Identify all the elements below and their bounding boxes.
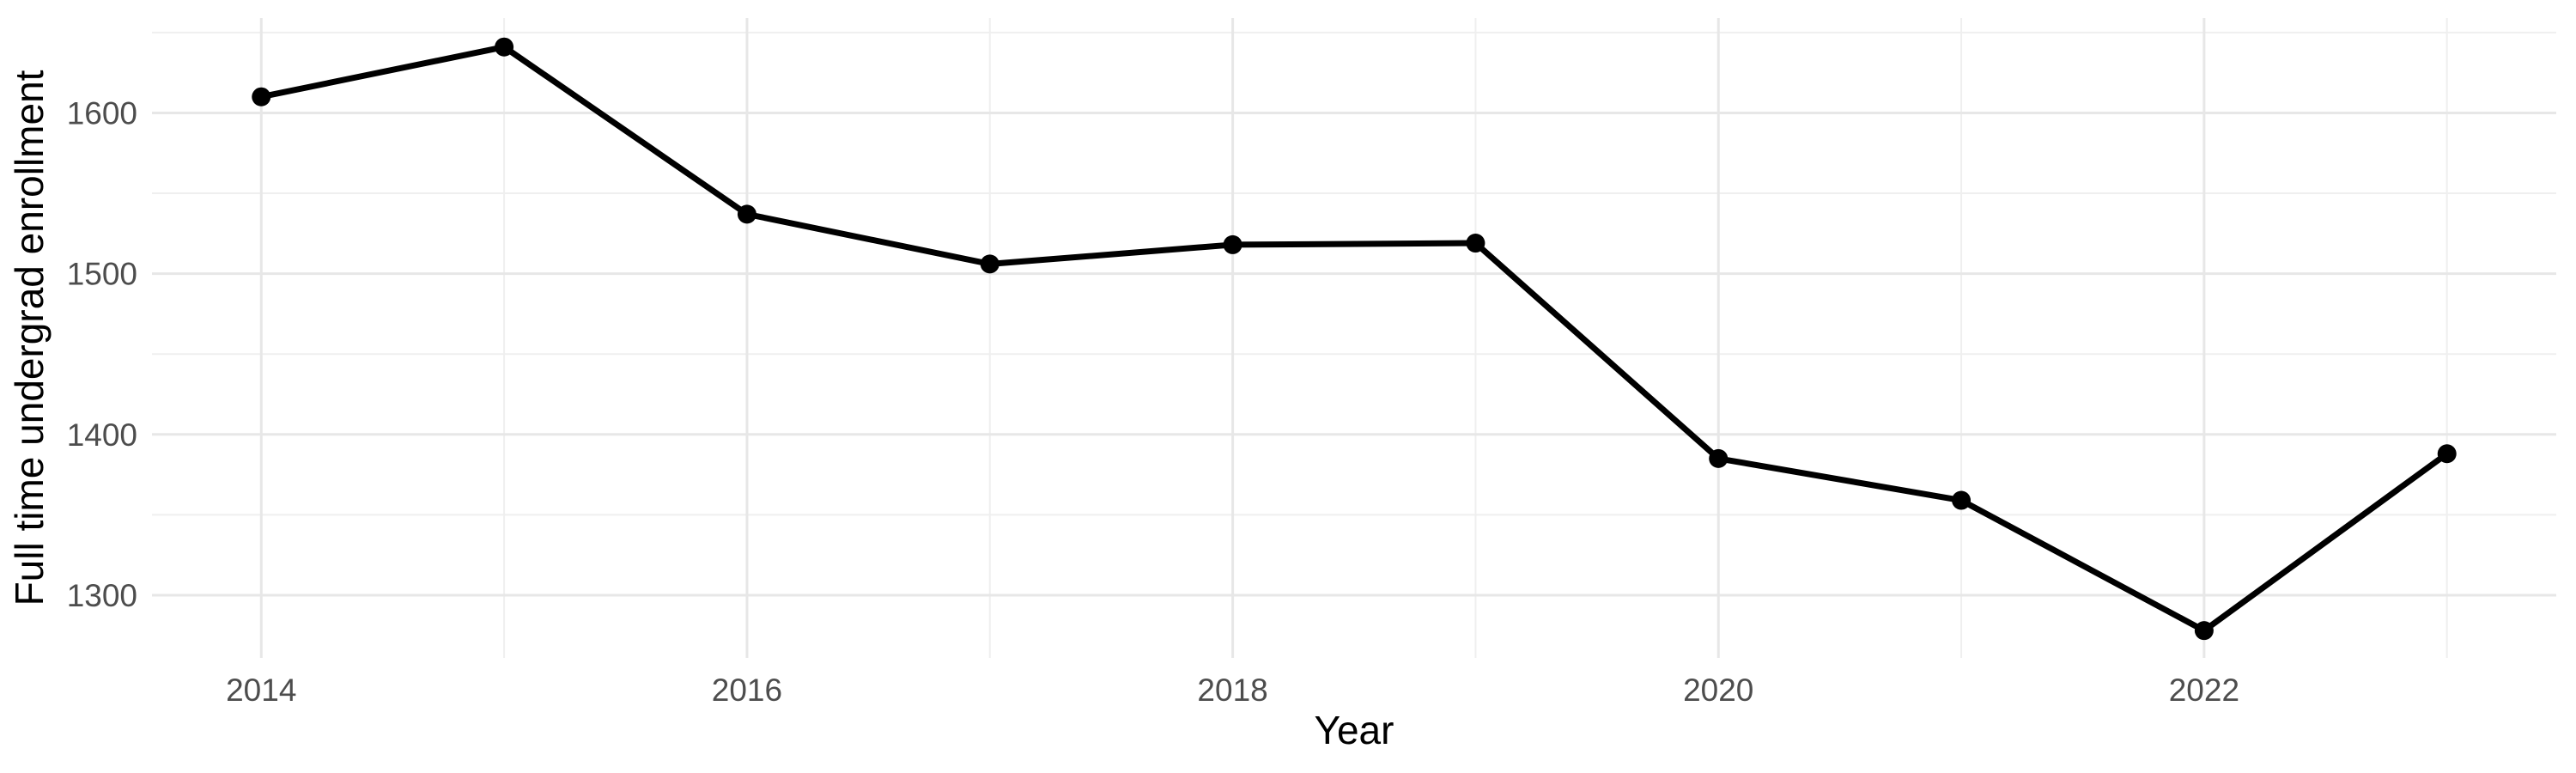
enrollment-line: [260, 44, 2449, 634]
major-gridlines: [152, 18, 2556, 658]
data-point: [1466, 234, 1485, 253]
data-point: [2437, 444, 2457, 464]
data-point: [737, 204, 756, 224]
x-tick-label: 2018: [1197, 673, 1267, 708]
y-axis-tick-labels: 1300 1400 1500 1600: [67, 95, 137, 613]
y-axis-title: Full time undergrad enrollment: [7, 70, 52, 606]
data-point: [1709, 448, 1728, 468]
x-axis-tick-labels: 2014 2016 2018 2020 2022: [226, 673, 2239, 708]
data-point: [495, 37, 514, 57]
data-point: [252, 87, 271, 107]
enrollment-series-points: [252, 37, 2457, 641]
data-point: [1223, 234, 1242, 254]
x-axis-title: Year: [1315, 708, 1394, 752]
x-tick-label: 2020: [1683, 673, 1753, 708]
y-tick-label: 1500: [67, 257, 137, 292]
y-tick-label: 1400: [67, 417, 137, 453]
x-tick-label: 2016: [712, 673, 782, 708]
data-point: [980, 254, 999, 274]
x-tick-label: 2022: [2169, 673, 2239, 708]
enrollment-series-line: [260, 44, 2449, 634]
data-point: [1952, 490, 1971, 510]
y-tick-label: 1300: [67, 578, 137, 613]
y-tick-label: 1600: [67, 95, 137, 131]
x-tick-label: 2014: [226, 673, 296, 708]
data-point: [2194, 621, 2214, 641]
minor-gridlines: [152, 18, 2556, 658]
